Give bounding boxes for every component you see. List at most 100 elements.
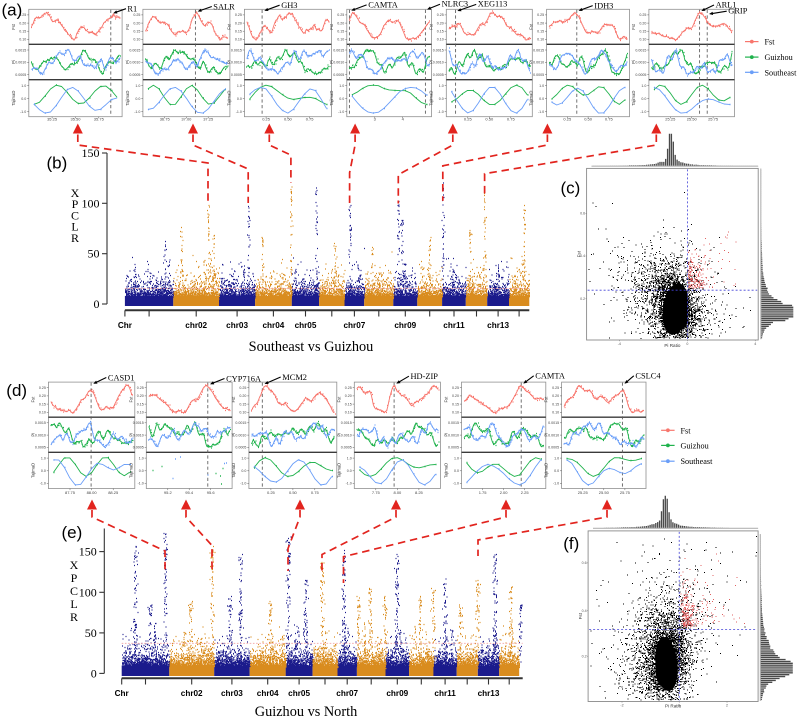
svg-text:0.0: 0.0 [339, 97, 344, 101]
svg-text:0.15: 0.15 [537, 30, 544, 34]
svg-text:Fst: Fst [11, 23, 16, 30]
svg-text:1.0: 1.0 [21, 84, 26, 88]
svg-text:SALR: SALR [213, 3, 235, 12]
svg-text:0.0: 0.0 [241, 469, 246, 473]
svg-text:0.25: 0.25 [235, 13, 242, 17]
svg-text:0.25: 0.25 [345, 386, 352, 390]
svg-text:0.25: 0.25 [639, 13, 646, 17]
svg-text:0.20: 0.20 [19, 21, 26, 25]
svg-text:1.0: 1.0 [139, 456, 144, 460]
svg-text:0.20: 0.20 [133, 21, 140, 25]
svg-text:(a): (a) [2, 1, 23, 20]
svg-text:95.4: 95.4 [185, 490, 194, 495]
svg-text:HD-ZIP: HD-ZIP [411, 372, 439, 381]
svg-text:Pi: Pi [231, 433, 236, 437]
svg-text:0.0010: 0.0010 [333, 61, 344, 65]
svg-text:0.0010: 0.0010 [433, 61, 444, 65]
svg-text:TajimaD: TajimaD [226, 91, 231, 106]
svg-text:chr04: chr04 [262, 321, 284, 330]
svg-text:0.10: 0.10 [337, 38, 344, 42]
svg-text:4: 4 [754, 342, 756, 346]
svg-text:1.0: 1.0 [539, 84, 544, 88]
svg-text:-1.0: -1.0 [138, 482, 144, 486]
svg-text:0.0005: 0.0005 [133, 446, 144, 450]
svg-text:Southeast vs Guizhou: Southeast vs Guizhou [249, 339, 374, 355]
svg-text:0.25: 0.25 [137, 386, 144, 390]
svg-text:Southeast: Southeast [681, 457, 714, 466]
svg-text:2: 2 [726, 704, 728, 708]
svg-text:0.0010: 0.0010 [341, 433, 352, 437]
svg-text:0.25: 0.25 [133, 13, 140, 17]
svg-text:Fst: Fst [428, 23, 433, 30]
svg-text:CYP716A: CYP716A [226, 375, 261, 384]
svg-text:0.2: 0.2 [580, 297, 585, 301]
svg-text:-1.0: -1.0 [640, 110, 646, 114]
svg-text:Fst: Fst [577, 250, 582, 257]
svg-text:0: 0 [678, 704, 680, 708]
svg-text:0.2: 0.2 [582, 654, 587, 658]
svg-text:0.0010: 0.0010 [635, 61, 646, 65]
svg-text:chr11: chr11 [434, 689, 456, 698]
svg-text:Southeast: Southeast [765, 68, 797, 77]
svg-text:(d): (d) [6, 381, 27, 400]
svg-text:0.15: 0.15 [437, 30, 444, 34]
svg-text:0.50: 0.50 [289, 490, 298, 495]
svg-text:-4: -4 [618, 342, 621, 346]
svg-text:Fst: Fst [125, 23, 130, 30]
svg-text:Fst: Fst [765, 38, 776, 47]
svg-text:CAMTA: CAMTA [368, 1, 398, 10]
svg-text:0.0010: 0.0010 [129, 61, 140, 65]
svg-text:2.25: 2.25 [521, 490, 530, 495]
svg-text:0.0010: 0.0010 [548, 433, 559, 437]
svg-text:IDH3: IDH3 [594, 2, 613, 11]
svg-text:0.10: 0.10 [137, 411, 144, 415]
svg-text:0.0010: 0.0010 [533, 61, 544, 65]
svg-text:0.0010: 0.0010 [133, 433, 144, 437]
svg-text:150: 150 [79, 545, 97, 559]
svg-text:50: 50 [88, 247, 100, 261]
svg-text:0.20: 0.20 [552, 394, 559, 398]
svg-text:0.20: 0.20 [437, 21, 444, 25]
svg-text:0.4: 0.4 [580, 254, 585, 258]
svg-text:Fst: Fst [681, 426, 692, 435]
svg-text:C: C [70, 584, 78, 598]
svg-text:0.25: 0.25 [452, 386, 459, 390]
svg-text:0.0005: 0.0005 [548, 446, 559, 450]
svg-text:Chr: Chr [118, 321, 133, 330]
svg-text:Guizhou: Guizhou [765, 53, 793, 62]
svg-text:1.0: 1.0 [241, 456, 246, 460]
svg-text:0.10: 0.10 [552, 411, 559, 415]
svg-text:0.0015: 0.0015 [333, 48, 344, 52]
svg-text:-1.0: -1.0 [40, 482, 46, 486]
svg-text:0.0015: 0.0015 [341, 421, 352, 425]
svg-text:(e): (e) [62, 523, 83, 542]
svg-text:-1.0: -1.0 [438, 110, 444, 114]
svg-text:0: 0 [686, 342, 688, 346]
svg-text:0.0015: 0.0015 [129, 48, 140, 52]
svg-text:0.25: 0.25 [39, 386, 46, 390]
svg-text:Pi: Pi [529, 60, 534, 64]
svg-text:1.0: 1.0 [41, 456, 46, 460]
svg-text:Fst: Fst [231, 396, 236, 403]
svg-text:88.00: 88.00 [87, 490, 98, 495]
svg-text:0.0015: 0.0015 [448, 421, 459, 425]
svg-text:0.0015: 0.0015 [231, 48, 242, 52]
svg-text:35.25: 35.25 [47, 117, 58, 122]
svg-text:0.15: 0.15 [235, 30, 242, 34]
svg-text:-1.0: -1.0 [346, 482, 352, 486]
svg-text:P: P [71, 571, 78, 585]
svg-text:chr11: chr11 [443, 321, 465, 330]
svg-text:25.25: 25.25 [665, 117, 676, 122]
svg-text:0.0: 0.0 [41, 469, 46, 473]
svg-text:Fst: Fst [30, 396, 35, 403]
svg-text:chr13: chr13 [487, 321, 509, 330]
svg-text:R: R [70, 610, 78, 624]
svg-text:-1.0: -1.0 [134, 110, 140, 114]
svg-text:0.25: 0.25 [19, 13, 26, 17]
svg-text:0.75: 0.75 [311, 490, 320, 495]
svg-text:TajimaD: TajimaD [336, 463, 341, 478]
svg-text:1.0: 1.0 [135, 84, 140, 88]
svg-text:0.6: 0.6 [582, 561, 587, 565]
svg-text:0.10: 0.10 [639, 38, 646, 42]
svg-text:0.0010: 0.0010 [448, 433, 459, 437]
